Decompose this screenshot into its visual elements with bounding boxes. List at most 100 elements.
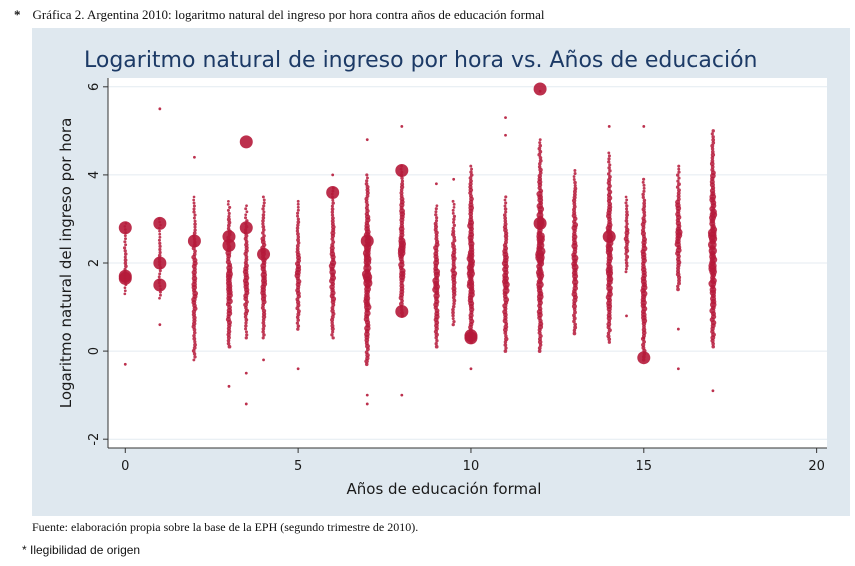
- data-point: [158, 241, 162, 245]
- data-point: [641, 195, 645, 200]
- data-point: [330, 333, 334, 337]
- data-point: [192, 358, 196, 362]
- data-point: [624, 239, 630, 245]
- data-point: [366, 347, 370, 352]
- data-point: [226, 217, 231, 222]
- data-point: [244, 207, 248, 211]
- data-point: [226, 335, 231, 340]
- data-point: [226, 202, 230, 206]
- data-point: [573, 322, 577, 327]
- point-column: [187, 155, 201, 362]
- data-point: [245, 210, 249, 214]
- data-point: [571, 198, 577, 203]
- data-point: [330, 299, 336, 305]
- data-point: [572, 316, 577, 321]
- data-point: [450, 232, 456, 237]
- data-point: [677, 176, 681, 180]
- data-point: [434, 219, 439, 223]
- data-point: [331, 173, 335, 177]
- data-point: [364, 200, 369, 204]
- data-point: [261, 303, 266, 307]
- point-column: [707, 129, 718, 393]
- data-point: [537, 327, 542, 333]
- data-point: [573, 171, 577, 176]
- data-point: [192, 336, 197, 341]
- data-point: [533, 216, 547, 230]
- data-point: [261, 213, 266, 217]
- data-point: [365, 203, 370, 207]
- data-point: [452, 238, 457, 243]
- point-column: [395, 125, 409, 397]
- data-point: [640, 222, 646, 227]
- data-point: [400, 125, 404, 128]
- data-point: [365, 187, 370, 192]
- caption-text: Gráfica 2. Argentina 2010: logaritmo nat…: [32, 7, 545, 22]
- data-point: [641, 330, 647, 336]
- data-point: [537, 349, 542, 353]
- data-point: [625, 210, 629, 214]
- data-point: [193, 342, 197, 347]
- data-point: [503, 219, 508, 223]
- y-axis-label: Logaritmo natural del ingreso por hora: [57, 118, 75, 409]
- data-point: [503, 216, 508, 220]
- data-point: [296, 367, 300, 371]
- data-point: [193, 222, 197, 226]
- point-column: [450, 177, 458, 327]
- data-point: [624, 270, 628, 274]
- data-point: [158, 250, 162, 255]
- data-point: [433, 221, 438, 226]
- data-point: [451, 259, 456, 264]
- data-point: [676, 179, 680, 183]
- data-point: [295, 226, 300, 230]
- data-point: [226, 338, 231, 343]
- data-point: [244, 233, 249, 238]
- data-point: [261, 216, 266, 220]
- data-point: [677, 278, 681, 283]
- point-column: [533, 82, 547, 353]
- data-point: [399, 191, 404, 196]
- data-point: [364, 337, 370, 343]
- data-point: [295, 229, 300, 233]
- data-point: [504, 195, 508, 199]
- data-point: [451, 323, 455, 327]
- data-point: [537, 146, 542, 151]
- point-column: [623, 195, 630, 318]
- data-point: [331, 201, 335, 205]
- data-point: [675, 185, 680, 189]
- data-point: [123, 252, 128, 256]
- data-point: [537, 339, 543, 345]
- data-point: [711, 344, 715, 349]
- point-column: [602, 125, 616, 344]
- data-point: [572, 307, 577, 312]
- source-note: Fuente: elaboración propia sobre la base…: [32, 520, 419, 534]
- data-point: [711, 129, 715, 133]
- data-point: [573, 310, 577, 315]
- data-point: [239, 221, 253, 235]
- data-point: [468, 190, 473, 196]
- data-point: [710, 164, 715, 169]
- data-point: [468, 176, 473, 180]
- data-point: [296, 223, 300, 227]
- data-point: [331, 330, 335, 334]
- data-point: [365, 176, 369, 180]
- data-point: [625, 198, 629, 202]
- data-point: [464, 329, 478, 343]
- data-point: [364, 359, 369, 364]
- data-point: [451, 229, 456, 234]
- data-point: [244, 371, 248, 375]
- data-point: [624, 261, 629, 265]
- data-point: [261, 308, 267, 314]
- y-tick-label: 0: [87, 347, 102, 355]
- data-point: [504, 133, 507, 137]
- data-point: [452, 217, 456, 222]
- data-point: [677, 281, 681, 286]
- data-point: [157, 253, 162, 258]
- data-point: [331, 336, 335, 340]
- data-point: [123, 234, 127, 238]
- data-point: [158, 232, 162, 236]
- data-point: [625, 216, 629, 220]
- x-tick-label: 15: [636, 459, 653, 474]
- data-point: [192, 195, 196, 199]
- data-point: [192, 345, 197, 350]
- data-point: [710, 152, 716, 158]
